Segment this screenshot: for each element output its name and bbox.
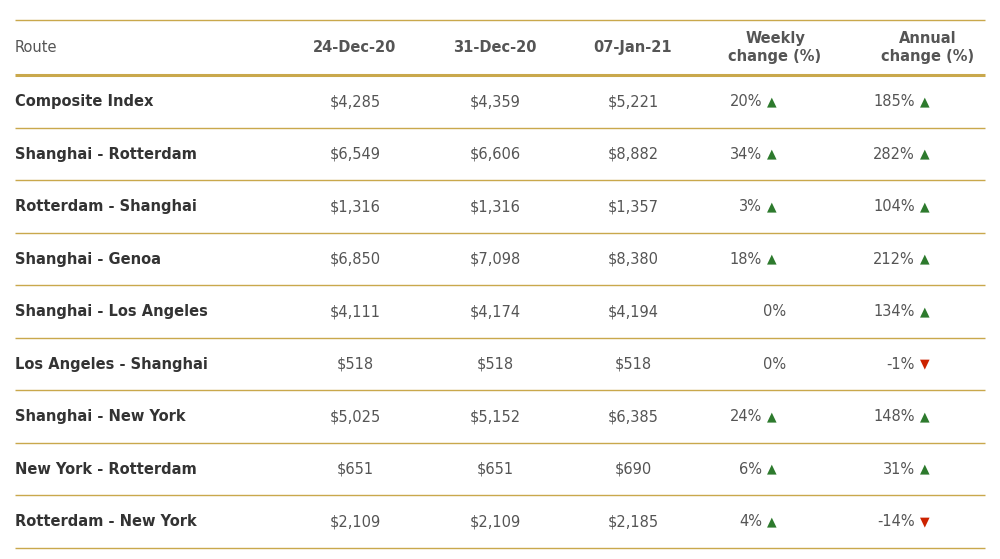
Text: 20%: 20% xyxy=(730,94,762,109)
Text: Shanghai - Genoa: Shanghai - Genoa xyxy=(15,252,161,267)
Text: $2,185: $2,185 xyxy=(607,514,659,529)
Text: 24-Dec-20: 24-Dec-20 xyxy=(313,40,397,55)
Text: 6%: 6% xyxy=(739,462,762,477)
Text: 104%: 104% xyxy=(873,199,915,214)
Text: $6,850: $6,850 xyxy=(329,252,381,267)
Text: Shanghai - Los Angeles: Shanghai - Los Angeles xyxy=(15,304,208,319)
Text: $7,098: $7,098 xyxy=(469,252,521,267)
Text: ▲: ▲ xyxy=(767,95,777,108)
Text: $4,359: $4,359 xyxy=(470,94,520,109)
Text: $518: $518 xyxy=(614,357,652,372)
Text: $2,109: $2,109 xyxy=(329,514,381,529)
Text: 212%: 212% xyxy=(873,252,915,267)
Text: 34%: 34% xyxy=(730,146,762,162)
Text: $4,111: $4,111 xyxy=(330,304,380,319)
Text: $1,316: $1,316 xyxy=(470,199,520,214)
Text: 31-Dec-20: 31-Dec-20 xyxy=(453,40,537,55)
Text: $6,385: $6,385 xyxy=(608,409,658,424)
Text: ▲: ▲ xyxy=(920,148,930,160)
Text: -14%: -14% xyxy=(877,514,915,529)
Text: ▼: ▼ xyxy=(920,515,930,528)
Text: 3%: 3% xyxy=(739,199,762,214)
Text: Route: Route xyxy=(15,40,58,55)
Text: 18%: 18% xyxy=(730,252,762,267)
Text: $690: $690 xyxy=(614,462,652,477)
Text: ▲: ▲ xyxy=(767,410,777,423)
Text: Annual
change (%): Annual change (%) xyxy=(881,31,975,64)
Text: 134%: 134% xyxy=(874,304,915,319)
Text: ▲: ▲ xyxy=(767,148,777,160)
Text: Shanghai - Rotterdam: Shanghai - Rotterdam xyxy=(15,146,197,162)
Text: $4,194: $4,194 xyxy=(608,304,658,319)
Text: $518: $518 xyxy=(336,357,374,372)
Text: 282%: 282% xyxy=(873,146,915,162)
Text: ▲: ▲ xyxy=(920,463,930,476)
Text: $651: $651 xyxy=(336,462,374,477)
Text: ▲: ▲ xyxy=(920,95,930,108)
Text: Shanghai - New York: Shanghai - New York xyxy=(15,409,186,424)
Text: $6,549: $6,549 xyxy=(330,146,380,162)
Text: 07-Jan-21: 07-Jan-21 xyxy=(594,40,672,55)
Text: ▲: ▲ xyxy=(920,410,930,423)
Text: $2,109: $2,109 xyxy=(469,514,521,529)
Text: $1,316: $1,316 xyxy=(330,199,380,214)
Text: -1%: -1% xyxy=(887,357,915,372)
Text: ▼: ▼ xyxy=(920,358,930,371)
Text: Rotterdam - Shanghai: Rotterdam - Shanghai xyxy=(15,199,197,214)
Text: ▲: ▲ xyxy=(920,253,930,266)
Text: New York - Rotterdam: New York - Rotterdam xyxy=(15,462,197,477)
Text: 0%: 0% xyxy=(763,304,787,319)
Text: ▲: ▲ xyxy=(767,463,777,476)
Text: ▲: ▲ xyxy=(920,200,930,213)
Text: Rotterdam - New York: Rotterdam - New York xyxy=(15,514,197,529)
Text: ▲: ▲ xyxy=(920,305,930,318)
Text: 31%: 31% xyxy=(883,462,915,477)
Text: $8,380: $8,380 xyxy=(608,252,658,267)
Text: $5,025: $5,025 xyxy=(329,409,381,424)
Text: $8,882: $8,882 xyxy=(607,146,659,162)
Text: Weekly
change (%): Weekly change (%) xyxy=(728,31,822,64)
Text: $6,606: $6,606 xyxy=(469,146,521,162)
Text: $4,285: $4,285 xyxy=(329,94,381,109)
Text: $518: $518 xyxy=(476,357,514,372)
Text: ▲: ▲ xyxy=(767,200,777,213)
Text: Composite Index: Composite Index xyxy=(15,94,153,109)
Text: Los Angeles - Shanghai: Los Angeles - Shanghai xyxy=(15,357,208,372)
Text: $5,221: $5,221 xyxy=(607,94,659,109)
Text: $1,357: $1,357 xyxy=(608,199,658,214)
Text: 148%: 148% xyxy=(874,409,915,424)
Text: 185%: 185% xyxy=(874,94,915,109)
Text: 4%: 4% xyxy=(739,514,762,529)
Text: 0%: 0% xyxy=(763,357,787,372)
Text: 24%: 24% xyxy=(730,409,762,424)
Text: $5,152: $5,152 xyxy=(469,409,521,424)
Text: ▲: ▲ xyxy=(767,253,777,266)
Text: ▲: ▲ xyxy=(767,515,777,528)
Text: $651: $651 xyxy=(476,462,514,477)
Text: $4,174: $4,174 xyxy=(469,304,521,319)
